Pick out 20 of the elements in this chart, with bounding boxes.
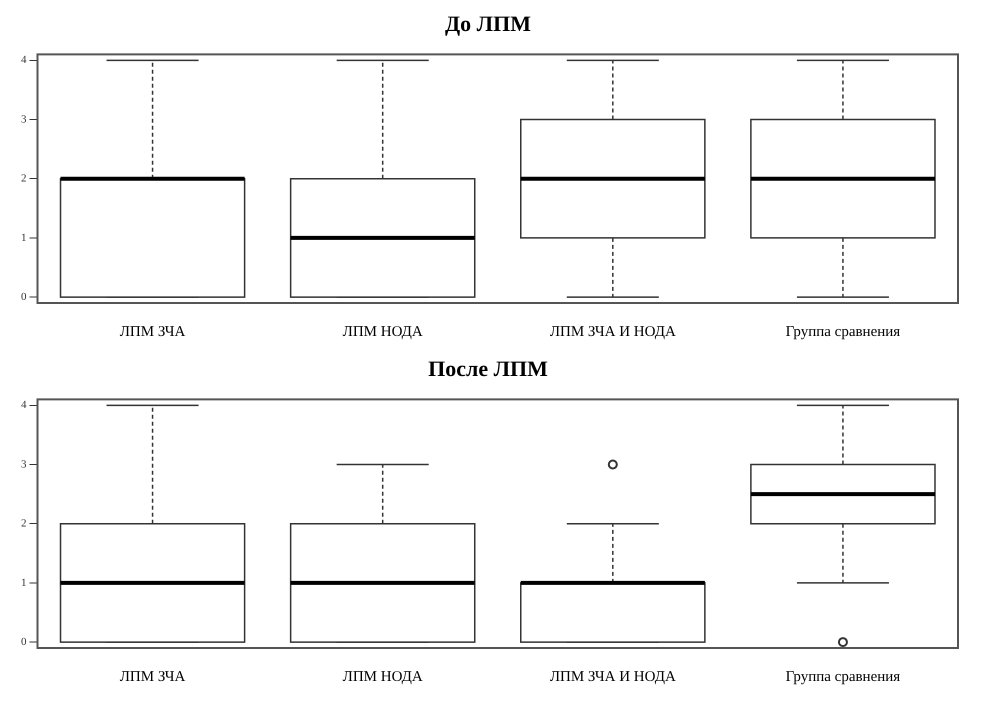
x-tick-label: ЛПМ ЗЧА (120, 324, 186, 340)
x-tick-label: Группа сравнения (786, 324, 900, 340)
chart-title: После ЛПМ (428, 356, 548, 381)
x-tick-label: ЛПМ НОДА (342, 668, 423, 685)
x-tick-label: ЛПМ НОДА (342, 324, 423, 340)
y-tick-label: 1 (21, 232, 26, 244)
y-tick-label: 2 (21, 518, 26, 530)
y-tick-label: 0 (21, 636, 27, 648)
x-tick-label: ЛПМ ЗЧА (120, 668, 186, 685)
y-tick-label: 0 (21, 290, 27, 303)
y-tick-label: 4 (21, 54, 27, 66)
chart-title: До ЛПМ (445, 10, 532, 36)
y-tick-label: 3 (21, 113, 27, 126)
x-tick-label: ЛПМ ЗЧА И НОДА (550, 668, 676, 685)
y-tick-label: 3 (21, 458, 27, 470)
x-tick-label: ЛПМ ЗЧА И НОДА (550, 324, 676, 340)
y-tick-label: 1 (21, 576, 26, 589)
y-tick-label: 4 (21, 399, 27, 412)
x-tick-label: Группа сравнения (786, 668, 900, 685)
y-tick-label: 2 (21, 172, 26, 185)
